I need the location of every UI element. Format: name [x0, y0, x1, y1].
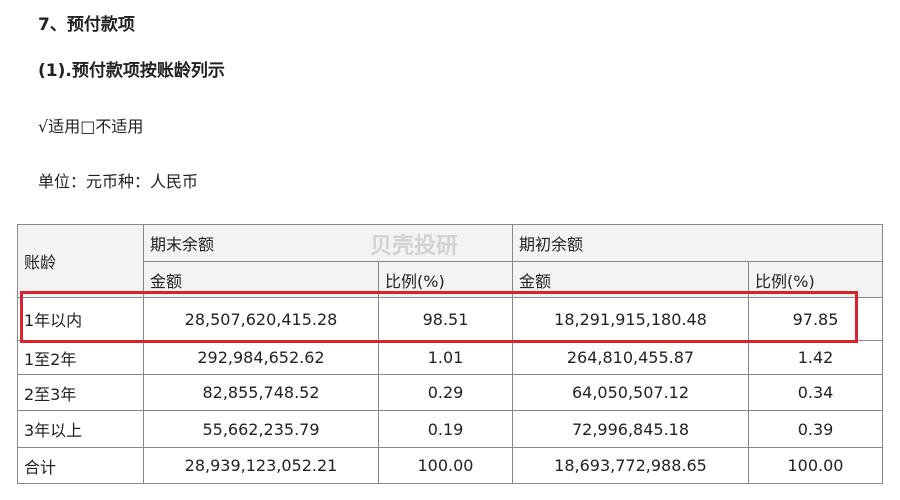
value-cell: 82,855,748.52 [143, 374, 379, 411]
header-cell: 期初余额 [512, 224, 883, 262]
value-cell: 28,939,123,052.21 [143, 447, 379, 484]
value-cell: 98.51 [378, 297, 513, 341]
applicability: √适用□不适用 [38, 117, 144, 136]
value-cell: 1.42 [748, 340, 883, 375]
heading: 7、预付款项 [38, 15, 135, 35]
value-cell: 0.29 [378, 374, 513, 411]
value-cell: 292,984,652.62 [143, 340, 379, 375]
value-cell: 72,996,845.18 [512, 410, 749, 448]
table-row: 2至3年 82,855,748.52 0.29 64,050,507.12 0.34 [17, 374, 883, 411]
table-row: 3年以上 55,662,235.79 0.19 72,996,845.18 0.39 [17, 410, 883, 448]
highlight-box [20, 291, 858, 343]
age-cell: 2至3年 [17, 374, 144, 411]
header-cell: 期末余额 [143, 224, 513, 262]
table-row: 1年以内 28,507,620,415.28 98.51 18,291,915,180… [17, 297, 883, 341]
value-cell: 1.01 [378, 340, 513, 375]
age-cell: 1至2年 [17, 340, 144, 375]
value-cell: 264,810,455.87 [512, 340, 749, 375]
watermark: 贝壳投研 [370, 234, 459, 259]
value-cell: 100.00 [378, 447, 513, 484]
aging-table: 账龄 期末余额 期初余额 金额 比例(%) 金额 比例(%) 1年以内 28,50… [17, 224, 883, 484]
value-cell: 0.34 [748, 374, 883, 411]
subheading: (1).预付款项按账龄列示 [38, 61, 225, 81]
header-cell: 账龄 [17, 224, 144, 298]
value-cell: 0.39 [748, 410, 883, 448]
value-cell: 64,050,507.12 [512, 374, 749, 411]
value-cell: 0.19 [378, 410, 513, 448]
value-cell: 100.00 [748, 447, 883, 484]
table-row: 合计 28,939,123,052.21 100.00 18,693,772,988.… [17, 447, 883, 484]
value-cell: 55,662,235.79 [143, 410, 379, 448]
value-cell: 18,291,915,180.48 [512, 297, 749, 341]
value-cell: 97.85 [748, 297, 883, 341]
table-row: 1至2年 292,984,652.62 1.01 264,810,455.87 1.42 [17, 340, 883, 375]
value-cell: 28,507,620,415.28 [143, 297, 379, 341]
value-cell: 18,693,772,988.65 [512, 447, 749, 484]
unit: 单位：元币种：人民币 [38, 172, 199, 191]
age-cell: 合计 [17, 447, 144, 484]
age-cell: 3年以上 [17, 410, 144, 448]
